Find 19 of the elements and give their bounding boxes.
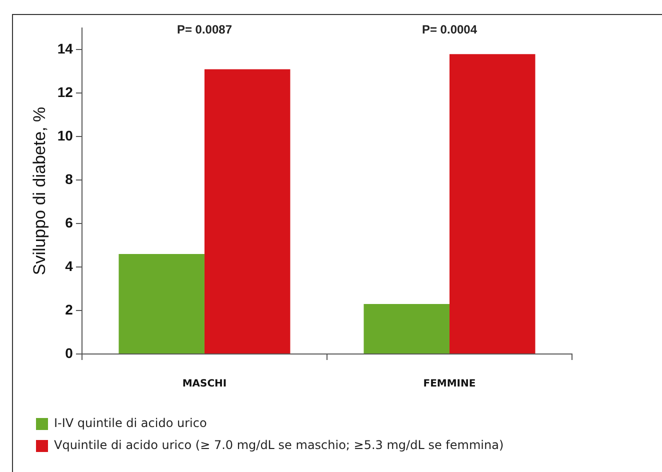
- bar: [449, 54, 536, 354]
- annotation: P= 0.0004: [422, 22, 478, 36]
- y-axis-title: Sviluppo di diabete, %: [30, 106, 49, 276]
- x-tick-label: MASCHI: [182, 378, 227, 390]
- y-tick-label: 12: [57, 84, 74, 100]
- annotation: P= 0.0087: [176, 22, 232, 36]
- y-tick-label: 0: [65, 344, 74, 361]
- y-tick-label: 6: [65, 214, 74, 230]
- y-tick-label: 4: [65, 258, 74, 274]
- y-tick-label: 2: [65, 301, 74, 318]
- y-tick-label: 10: [57, 128, 74, 144]
- x-tick-label: FEMMINE: [423, 378, 476, 390]
- bar: [364, 304, 450, 354]
- legend-label: I-IV quintile di acido urico: [54, 416, 207, 430]
- y-tick-label: 14: [57, 40, 74, 57]
- bar: [118, 254, 204, 354]
- y-tick-label: 8: [65, 170, 74, 187]
- legend-label: Vquintile di acido urico (≥ 7.0 mg/dL se maschio; ≥5.3 mg/dL se femmina): [54, 438, 504, 452]
- bar: [204, 69, 290, 354]
